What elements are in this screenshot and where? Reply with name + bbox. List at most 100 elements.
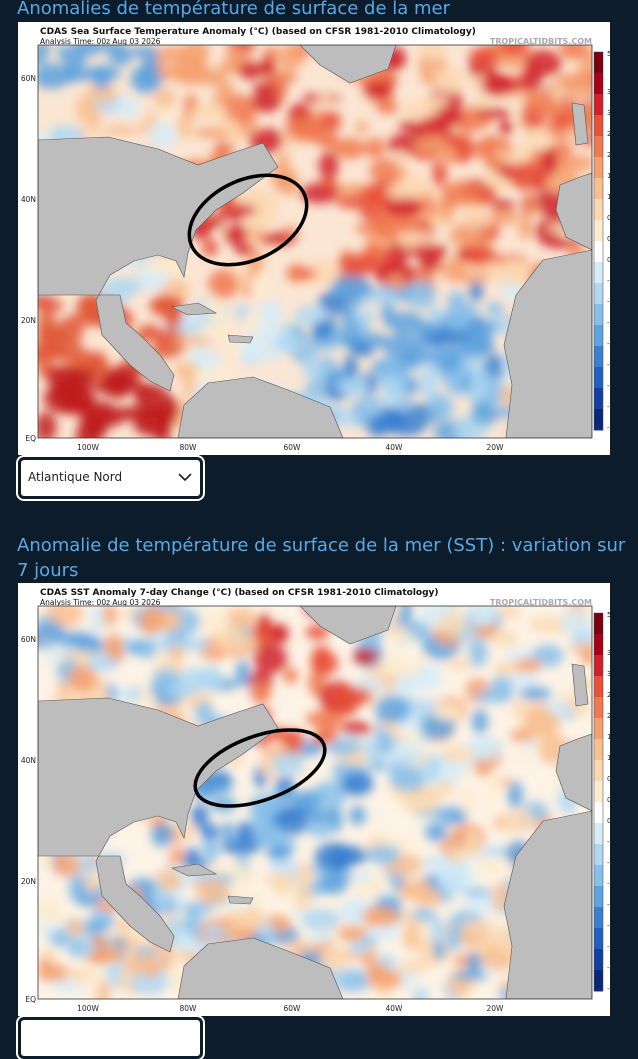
sst-blob (317, 89, 333, 109)
sst-blob (459, 335, 495, 359)
sst-blob (413, 986, 429, 999)
sst-blob (152, 668, 180, 690)
sst-blob (544, 238, 582, 249)
colorbar-segment (594, 760, 603, 782)
sst-blob (353, 647, 378, 666)
sst-blob (329, 685, 358, 709)
sst-blob (376, 731, 396, 755)
sst-blob (388, 764, 426, 792)
analysis-time: Analysis Time: 00z Aug 03 2026 (40, 598, 161, 607)
sst-blob (84, 951, 124, 964)
sst-blob (382, 652, 409, 678)
sst-blob (154, 328, 187, 358)
sst-blob (437, 864, 475, 894)
colorbar-segment (594, 283, 603, 305)
sst-blob (337, 925, 367, 942)
sst-blob (223, 607, 258, 631)
sst-blob (138, 266, 168, 292)
map-title: CDAS SST Anomaly 7-day Change (°C) (base… (40, 588, 439, 598)
sst-blob (480, 73, 515, 97)
sst-blob (390, 878, 404, 890)
colorbar-segment (594, 94, 603, 116)
sst-blob (359, 951, 373, 965)
sst-blob (190, 102, 228, 122)
sst-blob (374, 368, 411, 387)
sst-blob (474, 690, 514, 704)
sst-blob (123, 953, 162, 975)
sst-blob (320, 871, 349, 895)
lat-label: EQ (25, 995, 36, 1004)
lon-label: 20W (487, 443, 505, 452)
colorbar-label: 3.6 (607, 88, 610, 96)
colorbar-segment (594, 241, 603, 263)
region-dropdown[interactable] (16, 1015, 205, 1059)
sst-blob (208, 269, 239, 299)
sst-blob (125, 405, 155, 420)
colorbar-label: -1.2 (607, 880, 610, 888)
colorbar-label: 0.8 (607, 214, 610, 222)
colorbar-label: -0.4 (607, 277, 610, 285)
sst-blob (409, 908, 437, 922)
sst-blob (471, 404, 498, 426)
lon-label: 20W (487, 1004, 505, 1013)
region-dropdown[interactable]: Atlantique Nord (16, 455, 205, 501)
sst-blob (295, 861, 314, 889)
sst-blob (200, 823, 220, 840)
sst-blob (153, 87, 176, 109)
sst-blob (415, 403, 429, 416)
colorbar-frame (593, 51, 604, 431)
sst-blob (432, 702, 463, 722)
sst-blob (412, 136, 450, 155)
sst-blob (49, 929, 73, 948)
colorbar-label: -2 (607, 922, 610, 930)
land (299, 45, 397, 84)
colorbar-label: 0.4 (607, 796, 610, 804)
sst-blob (257, 922, 275, 941)
sst-blob (337, 377, 370, 396)
sst-blob (507, 781, 523, 809)
sst-blob (431, 160, 448, 187)
sst-blob (427, 305, 445, 323)
sst-blob (463, 246, 495, 266)
sst-blob (223, 223, 248, 245)
colorbar-label: 2.8 (607, 691, 610, 699)
sst-blob (541, 147, 558, 176)
sst-blob (248, 273, 271, 297)
land (571, 663, 589, 707)
sst-blob (386, 196, 423, 218)
sst-blob (195, 781, 233, 795)
sst-blob (478, 137, 495, 153)
sst-blob (103, 633, 124, 660)
sst-blob (375, 896, 403, 909)
land (38, 697, 279, 953)
sst-blob (462, 232, 494, 250)
colorbar-segment (594, 970, 603, 992)
sst-blob (294, 885, 313, 899)
sst-blob (451, 970, 489, 981)
sst-blob (338, 253, 360, 277)
sst-blob (175, 367, 193, 381)
sst-blob (108, 45, 133, 66)
sst-blob (274, 869, 288, 898)
sst-blob (531, 644, 564, 667)
sst-blob (471, 709, 488, 735)
sst-blob (45, 366, 79, 388)
sst-blob (38, 622, 66, 640)
sst-blob (512, 670, 540, 690)
sst-blob (518, 215, 533, 240)
sst-blob (444, 180, 483, 206)
colorbar-label: 3.2 (607, 109, 610, 117)
sst-blob (225, 863, 242, 875)
sst-blob (234, 242, 255, 256)
sst-blob (436, 760, 472, 773)
colorbar-label: 2 (607, 151, 610, 159)
sst-blob (133, 382, 156, 401)
sst-blob (253, 323, 282, 343)
sst-blob (184, 910, 202, 937)
land (227, 334, 254, 344)
sst-blob (498, 776, 512, 787)
sst-blob (258, 299, 283, 326)
sst-blob (201, 835, 221, 863)
sst-blob (38, 295, 60, 307)
sst-blob (105, 124, 137, 136)
